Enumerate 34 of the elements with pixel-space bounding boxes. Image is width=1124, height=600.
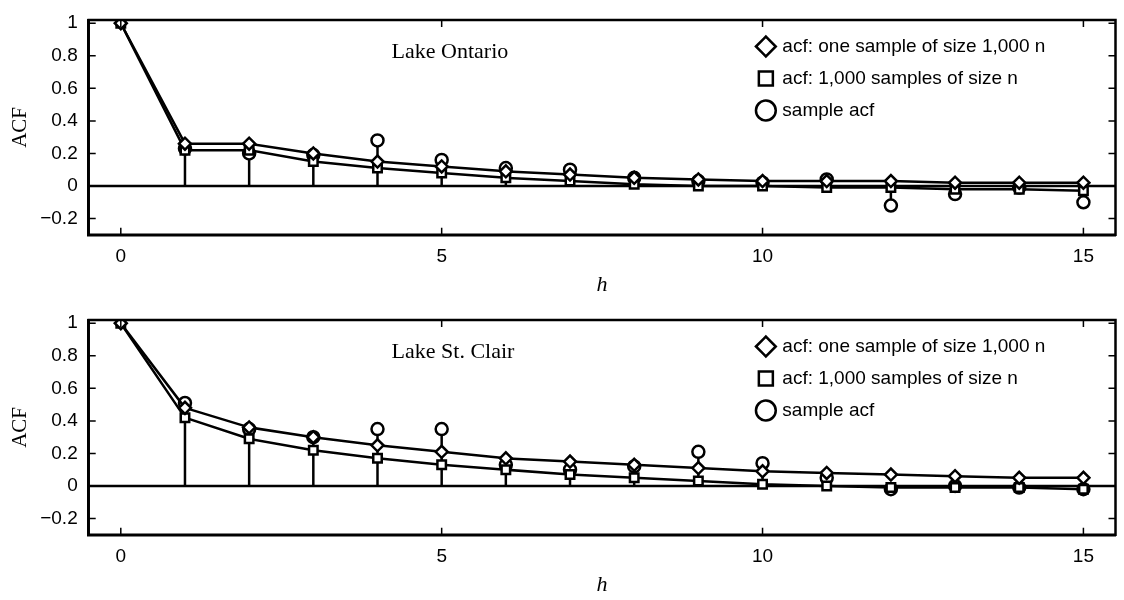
- y-tick-label: 1: [67, 11, 78, 33]
- y-tick-label: −0.2: [40, 206, 78, 228]
- annotation: Lake St. Clair: [391, 337, 516, 363]
- x-tick-label: 0: [115, 245, 127, 267]
- y-tick-label: 0: [67, 474, 78, 496]
- y-tick-label: 0.2: [51, 141, 78, 163]
- x-tick-label: 10: [751, 545, 774, 567]
- y-axis-title: ACF: [7, 406, 32, 448]
- x-axis-title: h: [596, 570, 608, 596]
- legend-label: sample acf: [782, 98, 875, 120]
- legend-label: acf: one sample of size 1,000 n: [782, 334, 1046, 356]
- legend-label: acf: 1,000 samples of size n: [782, 366, 1018, 388]
- y-tick-label: 0: [67, 174, 78, 196]
- legend-label: sample acf: [782, 398, 875, 420]
- y-tick-label: 0.4: [51, 409, 79, 431]
- y-tick-label: 0.6: [51, 376, 78, 398]
- y-tick-label: −0.2: [40, 506, 78, 528]
- y-tick-label: 0.8: [51, 344, 78, 366]
- x-tick-label: 15: [1072, 245, 1094, 267]
- x-tick-label: 5: [436, 245, 447, 267]
- legend-label: acf: 1,000 samples of size n: [782, 66, 1018, 88]
- x-axis-title: h: [596, 270, 608, 296]
- y-tick-label: 0.2: [51, 441, 78, 463]
- y-tick-label: 0.8: [51, 44, 78, 66]
- y-tick-label: 0.6: [51, 76, 78, 98]
- y-tick-label: 1: [67, 311, 78, 333]
- y-axis-title: ACF: [7, 106, 32, 148]
- x-tick-label: 0: [115, 545, 127, 567]
- x-tick-label: 15: [1072, 545, 1094, 567]
- x-tick-label: 5: [436, 545, 447, 567]
- legend-label: acf: one sample of size 1,000 n: [782, 34, 1046, 56]
- y-tick-label: 0.4: [51, 109, 79, 131]
- x-tick-label: 10: [751, 245, 774, 267]
- annotation: Lake Ontario: [391, 37, 509, 63]
